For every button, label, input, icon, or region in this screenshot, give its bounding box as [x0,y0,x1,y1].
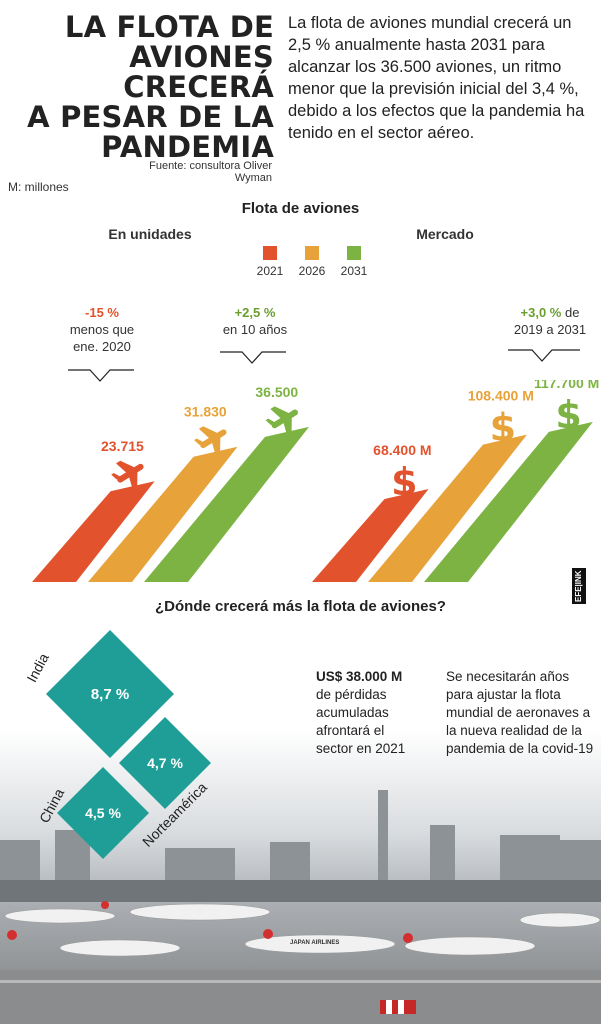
region-value-0: 8,7 % [91,686,129,703]
title-line-3: A PESAR DE LA [27,100,274,134]
bar-chart-area: 23.715 31.830 36.500 $68.400 M $108.400 M $11… [32,380,599,582]
legend-label-2026: 2026 [298,264,326,278]
callout-growth-market-pointer [508,349,580,362]
legend-label-2021: 2021 [256,264,284,278]
legend-item-2031: 2031 [334,246,374,278]
region-value-2: 4,5 % [85,805,121,821]
stat-adjustment-line-4: la nueva realidad de la [446,723,582,738]
region-name-2: China [36,786,67,826]
callout-growth-units-pointer [220,351,286,364]
bar-market-2021 [312,488,429,582]
value-label-units-2026: 31.830 [184,404,227,420]
bar-units-2031 [144,426,309,582]
region-diamond-1 [119,717,211,809]
plane-icon [111,460,144,491]
legend-swatch-2026 [305,246,319,260]
stat-losses-line-2: acumuladas [316,705,389,720]
callout-growth-units-text: en 10 años [222,322,288,337]
plane-icon [194,426,227,457]
source-note: Fuente: consultora Oliver Wyman [149,160,272,184]
title-line-2: AVIONES CRECERÁ [123,40,274,104]
bar-market-2026 [368,434,527,582]
stat-adjustment-line-2: para ajustar la flota [446,687,561,702]
panel-title-market: Mercado [416,226,474,242]
value-label-units-2031: 36.500 [255,384,298,400]
title-line-4: PANDEMIA [101,130,274,164]
callout-drop: -15 % menos que ene. 2020 [52,304,152,355]
region-value-1: 4,7 % [147,755,183,771]
callout-drop-text1: menos que [69,322,135,337]
value-label-market-2021: 68.400 M [373,442,431,458]
legend-swatch-2021 [263,246,277,260]
stat-losses: US$ 38.000 M de pérdidas acumuladas afro… [316,668,426,758]
callout-growth-units-pct: +2,5 % [234,305,276,320]
bar-market-2031 [424,421,593,582]
legend-swatch-2031 [347,246,361,260]
chart-title: Flota de aviones [241,200,360,217]
intro-text: La flota de aviones mundial crecerá un 2… [288,14,585,142]
legend-item-2026: 2026 [292,246,332,278]
callout-drop-text2: ene. 2020 [73,339,131,354]
stat-losses-line-3: afrontará el [316,723,385,738]
plane-icon [265,406,298,437]
value-label-units-2021: 23.715 [101,438,144,454]
callout-growth-units: +2,5 % en 10 años [205,304,305,338]
stat-adjustment-line-1: Se necesitarán años [446,669,570,684]
callout-growth-market: +3,0 % de 2019 a 2031 [500,304,600,338]
dollar-icon: $ [490,406,516,450]
panel-title-units: En unidades [108,226,192,242]
stat-adjustment-line-5: pandemia de la covid-19 [446,741,594,756]
bar-units-2021 [32,481,155,582]
callout-drop-pct: -15 % [85,305,119,320]
stat-adjustment-line-3: mundial de aeronaves a [446,705,591,720]
legend: 2021 2026 2031 [250,246,380,286]
map-title: ¿Dónde crecerá más la flota de aviones? [155,598,446,615]
stat-losses-line-1: de pérdidas [316,687,387,702]
dollar-icon: $ [555,393,581,437]
callout-drop-pointer [68,369,134,382]
bar-units-2026 [88,446,238,582]
region-diamond-2 [57,767,149,859]
stat-losses-amount: US$ 38.000 M [316,669,403,684]
photo-airline-text: JAPAN AIRLINES [290,940,339,946]
value-label-market-2026: 108.400 M [468,388,534,404]
legend-label-2031: 2031 [340,264,368,278]
value-label-market-2031: 117.700 M [534,380,599,391]
legend-item-2021: 2021 [250,246,290,278]
region-diamond-0 [46,630,174,758]
stat-losses-line-4: sector en 2021 [316,741,406,756]
callout-growth-market-suffix: de [561,305,580,320]
page-title: LA FLOTA DE AVIONES CRECERÁ A PESAR DE L… [0,12,274,162]
region-name-0: India [23,650,51,685]
title-line-1: LA FLOTA DE [64,10,274,44]
callout-growth-market-text: 2019 a 2031 [513,322,587,337]
dollar-icon: $ [391,460,417,504]
unit-note: M: millones [8,180,69,194]
callout-growth-market-pct: +3,0 % [520,305,562,320]
stat-adjustment: Se necesitarán años para ajustar la flot… [446,668,601,758]
